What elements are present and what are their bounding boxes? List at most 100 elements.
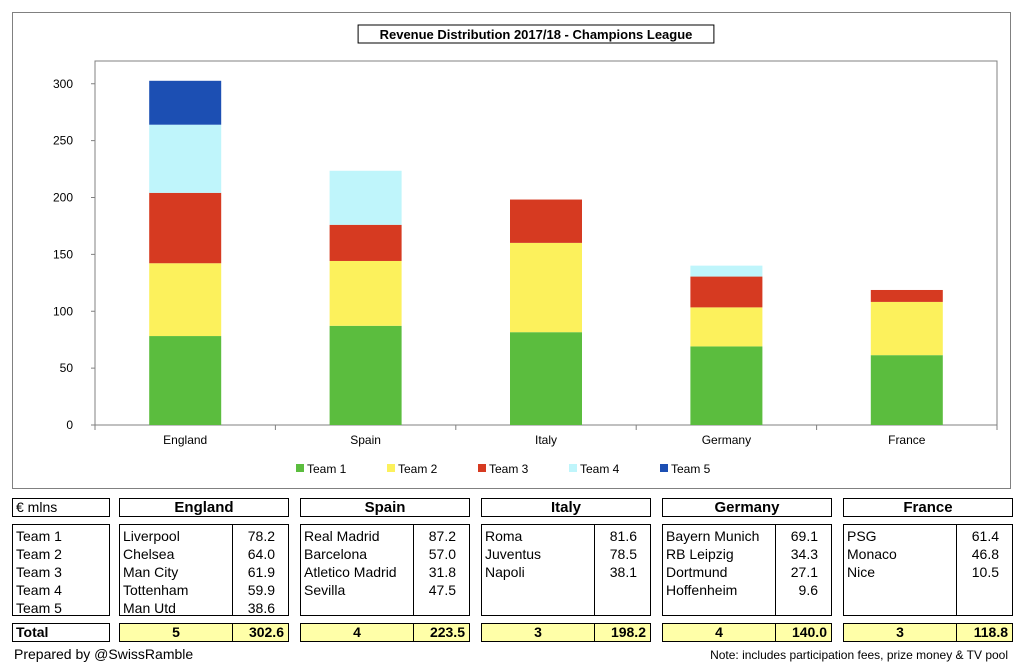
y-tick-label: 250: [53, 134, 73, 148]
club-name: Chelsea: [123, 546, 175, 562]
credit: Prepared by @SwissRamble: [14, 646, 194, 662]
bar-team-2: [329, 260, 402, 326]
y-tick-label: 150: [53, 247, 73, 261]
y-tick-label: 100: [53, 304, 73, 318]
bar-team-3: [870, 289, 943, 302]
club-revenue: 57.0: [428, 546, 456, 562]
club-count: 5: [172, 624, 180, 640]
club-name: Tottenham: [123, 582, 189, 598]
bar-team-2: [870, 301, 943, 356]
legend-label: Team 2: [398, 462, 438, 476]
total-label: Total: [12, 623, 110, 642]
club-count: 4: [353, 624, 361, 640]
legend-label: Team 1: [307, 462, 347, 476]
chart-title: Revenue Distribution 2017/18 - Champions…: [380, 27, 693, 42]
row-label: Team 3: [16, 564, 62, 580]
club-revenue: 9.6: [798, 582, 818, 598]
stacked-bar-chart: Revenue Distribution 2017/18 - Champions…: [53, 24, 998, 476]
bar-team-5: [149, 80, 222, 125]
legend-swatch: [296, 464, 304, 472]
legend-swatch: [569, 464, 577, 472]
club-name: Bayern Munich: [666, 528, 760, 544]
club-revenue: 64.0: [247, 546, 275, 562]
y-tick-label: 0: [66, 418, 73, 432]
country-header: Germany: [662, 498, 832, 517]
bar-team-1: [690, 346, 763, 425]
country-header: England: [119, 498, 289, 517]
legend-swatch: [478, 464, 486, 472]
club-revenue: 87.2: [428, 528, 456, 544]
country-total-box: 5 302.6: [119, 623, 289, 642]
bar-team-3: [149, 192, 222, 264]
legend-label: Team 5: [671, 462, 711, 476]
divider: [413, 525, 414, 615]
club-name: Barcelona: [304, 546, 368, 562]
country-clubs-box: Roma 81.6 Juventus 78.5 Napoli 38.1: [481, 524, 651, 616]
x-tick-label: France: [888, 433, 926, 447]
club-revenue: 47.5: [428, 582, 456, 598]
club-revenue: 61.4: [971, 528, 999, 544]
club-name: Hoffenheim: [666, 582, 738, 598]
club-name: Man Utd: [123, 600, 176, 616]
y-tick-label: 200: [53, 191, 73, 205]
y-tick-label: 50: [60, 361, 74, 375]
country-header: Spain: [300, 498, 470, 517]
country-total: 140.0: [791, 624, 827, 640]
club-count: 4: [715, 624, 723, 640]
x-tick-label: Germany: [702, 433, 751, 447]
bar-team-4: [149, 124, 222, 193]
divider: [232, 525, 233, 615]
country-total-box: 3 118.8: [843, 623, 1013, 642]
divider: [956, 624, 957, 641]
divider: [594, 525, 595, 615]
club-name: Dortmund: [666, 564, 728, 580]
country-clubs-box: Liverpool 78.2 Chelsea 64.0 Man City 61.9 Tott…: [119, 524, 289, 616]
unit-label: € mlns: [12, 498, 110, 517]
chart-frame: Revenue Distribution 2017/18 - Champions…: [12, 12, 1011, 489]
club-name: Monaco: [847, 546, 897, 562]
club-revenue: 34.3: [790, 546, 818, 562]
bar-team-1: [870, 355, 943, 425]
country-total-box: 3 198.2: [481, 623, 651, 642]
country-clubs-box: Real Madrid 87.2 Barcelona 57.0 Atletico Mad…: [300, 524, 470, 616]
club-revenue: 38.1: [609, 564, 637, 580]
bar-team-2: [690, 307, 763, 347]
club-revenue: 10.5: [971, 564, 999, 580]
legend-swatch: [387, 464, 395, 472]
country-header: France: [843, 498, 1013, 517]
club-revenue: 78.2: [247, 528, 275, 544]
bar-team-1: [149, 336, 222, 425]
bar-team-4: [329, 170, 402, 225]
club-name: Juventus: [485, 546, 542, 562]
x-tick-label: Spain: [350, 433, 381, 447]
divider: [775, 525, 776, 615]
country-clubs-box: Bayern Munich 69.1 RB Leipzig 34.3 Dortmund 2…: [662, 524, 832, 616]
bar-team-3: [510, 199, 582, 243]
country-header: Italy: [481, 498, 651, 517]
bar-team-2: [149, 263, 222, 337]
club-revenue: 69.1: [790, 528, 818, 544]
country-total: 198.2: [610, 624, 646, 640]
divider: [956, 525, 957, 615]
country-total-box: 4 140.0: [662, 623, 832, 642]
row-label: Team 2: [16, 546, 62, 562]
y-tick-label: 300: [53, 77, 73, 91]
club-name: Liverpool: [123, 528, 180, 544]
country-total-box: 4 223.5: [300, 623, 470, 642]
club-revenue: 61.9: [247, 564, 275, 580]
club-name: RB Leipzig: [666, 546, 734, 562]
row-labels-box: Team 1 Team 2 Team 3 Team 4 Team 5: [12, 524, 110, 616]
club-revenue: 78.5: [609, 546, 637, 562]
club-name: Atletico Madrid: [304, 564, 397, 580]
bar-team-2: [510, 242, 582, 333]
divider: [775, 624, 776, 641]
club-revenue: 27.1: [790, 564, 818, 580]
divider: [413, 624, 414, 641]
x-tick-label: England: [163, 433, 207, 447]
club-revenue: 31.8: [428, 564, 456, 580]
legend-label: Team 4: [580, 462, 620, 476]
footnote: Note: includes participation fees, prize…: [710, 648, 1008, 662]
club-name: Roma: [485, 528, 523, 544]
club-revenue: 46.8: [971, 546, 999, 562]
club-revenue: 38.6: [247, 600, 275, 616]
